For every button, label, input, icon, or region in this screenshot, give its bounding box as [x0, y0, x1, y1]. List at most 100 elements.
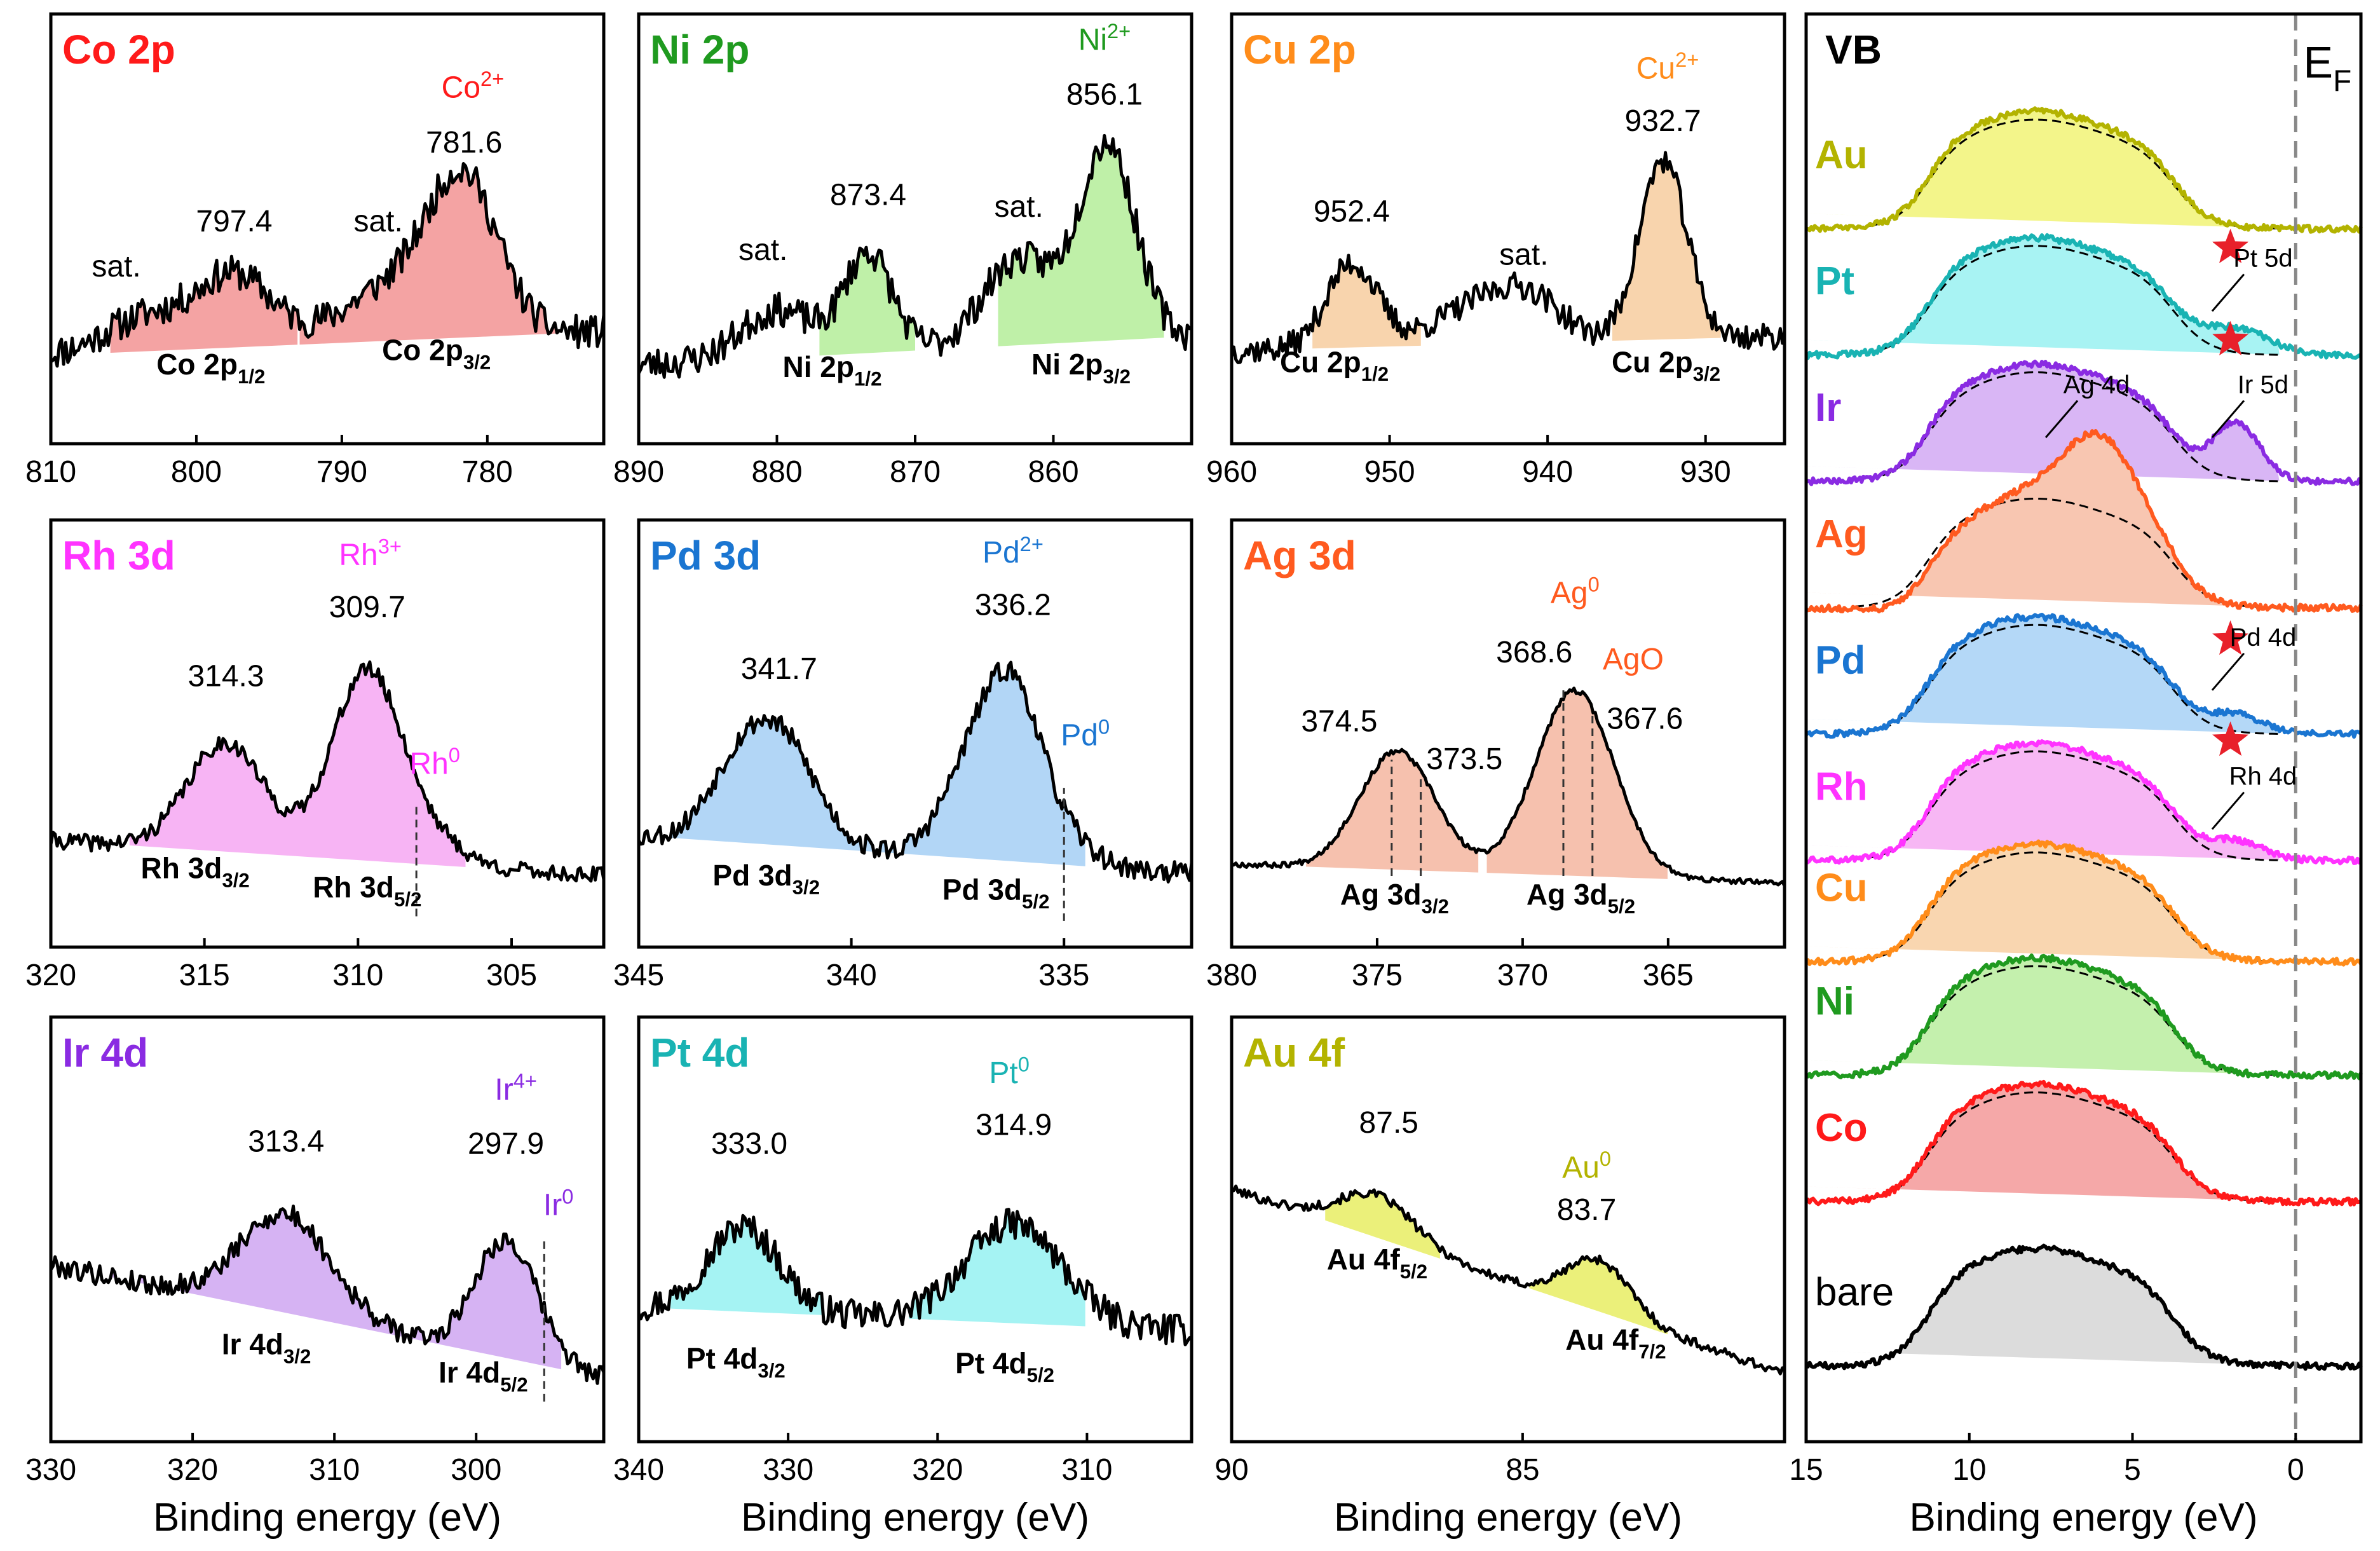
peak-label: 297.9 [468, 1127, 544, 1161]
panel-title: Pt 4d [650, 1030, 749, 1076]
x-tick-label: 335 [1038, 959, 1089, 992]
vb-series-label: Pt [1815, 259, 1854, 303]
x-tick-label: 930 [1680, 455, 1731, 489]
x-tick-label: 880 [751, 455, 802, 489]
vb-fill-ir [1806, 361, 2280, 481]
peak-label: sat. [994, 190, 1043, 224]
x-tick-label: 5 [2124, 1453, 2141, 1487]
panel-title: Cu 2p [1243, 27, 1356, 72]
vb-line-au [1805, 106, 2363, 234]
panel-title: Ir 4d [62, 1030, 148, 1076]
peak-fill-area [299, 163, 559, 345]
vb-series-label: Au [1815, 133, 1868, 177]
panel-cu2p: Cu 2p 952.4 sat. 932.7 Cu2+ Cu 2p1/2 Cu 2p3/2 9… [1206, 12, 1786, 489]
vb-annotation: Ag 4d [2064, 371, 2130, 399]
panel-title: Rh 3d [62, 533, 175, 578]
x-tick-label: 345 [613, 959, 664, 992]
peak-label: sat. [1499, 238, 1548, 271]
vb-line-ni [1805, 953, 2363, 1081]
peak-label: sat. [738, 233, 787, 267]
orbital-label: Co 2p3/2 [382, 334, 491, 374]
vb-fill-pd [1806, 614, 2280, 734]
x-tick-label: 330 [25, 1453, 76, 1487]
x-tick-label: 15 [1789, 1453, 1823, 1487]
x-tick-label: 375 [1352, 959, 1403, 992]
orbital-label: Ir 4d5/2 [439, 1356, 528, 1396]
vb-fill-bare [1806, 1245, 2280, 1365]
panel-frame [1230, 12, 1786, 446]
x-tick-label: 340 [613, 1453, 664, 1487]
x-tick-label: 305 [486, 959, 537, 992]
panel-frame [1804, 12, 2363, 1444]
orbital-label: Cu 2p3/2 [1612, 345, 1720, 385]
x-tick-label: 950 [1364, 455, 1415, 489]
vb-fill-cu [1806, 841, 2280, 961]
peak-label: Pt0 [989, 1053, 1030, 1090]
panel-pd3d: Pd 3d 341.7 336.2 Pd2+ Pd0 Pd 3d3/2 Pd 3d5/2 34… [613, 518, 1193, 992]
orbital-label: Pd 3d5/2 [942, 873, 1050, 913]
spectrum-line [1231, 687, 1786, 887]
peak-fill-area [1486, 688, 1668, 879]
panel-title: Pd 3d [650, 533, 761, 578]
vb-line-bare [1805, 1243, 2363, 1371]
panel-title: Au 4f [1243, 1030, 1345, 1076]
vb-fill-rh [1806, 741, 2280, 860]
peak-fill-area [670, 1215, 833, 1316]
vb-fill-ni [1806, 955, 2280, 1075]
peak-fill-area [1529, 1256, 1668, 1335]
x-tick-label: 85 [1506, 1453, 1539, 1487]
peak-label: 314.3 [187, 659, 264, 693]
vb-line-ir [1805, 359, 2363, 486]
orbital-label: Rh 3d5/2 [313, 871, 421, 911]
vb-line-co [1804, 1079, 2362, 1207]
vb-series-label: Cu [1815, 866, 1868, 910]
peak-label: 952.4 [1314, 195, 1390, 229]
vb-series-label: Ni [1815, 980, 1854, 1023]
vb-line-rh [1805, 739, 2363, 866]
orbital-label: Pt 4d3/2 [686, 1342, 785, 1382]
panel-title: Ni 2p [650, 27, 749, 72]
vb-annotation: Ir 5d [2238, 371, 2288, 399]
peak-label: Rh0 [409, 743, 460, 781]
spectrum-line [1230, 151, 1786, 364]
x-tick-label: 315 [179, 959, 230, 992]
x-tick-label: 960 [1206, 455, 1257, 489]
x-tick-label: 810 [25, 455, 76, 489]
peak-label: Ag0 [1551, 572, 1600, 610]
x-tick-label: 90 [1214, 1453, 1248, 1487]
panel-frame [637, 518, 1193, 949]
peak-label: 797.4 [196, 205, 272, 238]
x-tick-label: 310 [332, 959, 383, 992]
peak-label: 314.9 [976, 1109, 1052, 1142]
panel-frame [1230, 518, 1786, 949]
x-tick-label: 330 [763, 1453, 813, 1487]
panel-ni2p: Ni 2p sat. 873.4 sat. 856.1 Ni2+ Ni 2p1/2 Ni 2p… [613, 12, 1193, 489]
peak-label: 373.5 [1426, 742, 1502, 776]
x-tick-label: 790 [316, 455, 367, 489]
vb-series-label: bare [1815, 1270, 1894, 1314]
x-tick-label: 870 [890, 455, 941, 489]
vb-fill-co [1806, 1081, 2280, 1201]
peak-label: 83.7 [1557, 1193, 1616, 1227]
peak-fill-area [998, 135, 1164, 346]
x-tick-label: 310 [1061, 1453, 1112, 1487]
orbital-label: Pt 4d5/2 [955, 1346, 1054, 1386]
panel-title: Ag 3d [1243, 533, 1356, 578]
x-tick-label: 780 [462, 455, 513, 489]
peak-fill-area [660, 715, 873, 852]
x-tick-label: 800 [171, 455, 222, 489]
x-tick-label: 300 [451, 1453, 501, 1487]
peak-fill-area [93, 1206, 562, 1370]
orbital-label: Ag 3d5/2 [1527, 878, 1635, 918]
peak-label: 781.6 [426, 126, 502, 160]
panel-title: VB [1825, 27, 1882, 72]
x-axis-label: Binding energy (eV) [1910, 1496, 2258, 1540]
vb-annotation: Pd 4d [2230, 624, 2297, 652]
peak-label: 856.1 [1066, 78, 1143, 112]
x-tick-label: 365 [1643, 959, 1694, 992]
x-tick-label: 890 [613, 455, 664, 489]
spectrum-line [49, 1205, 606, 1385]
spectrum-line [50, 162, 606, 368]
panel-frame [49, 518, 606, 949]
